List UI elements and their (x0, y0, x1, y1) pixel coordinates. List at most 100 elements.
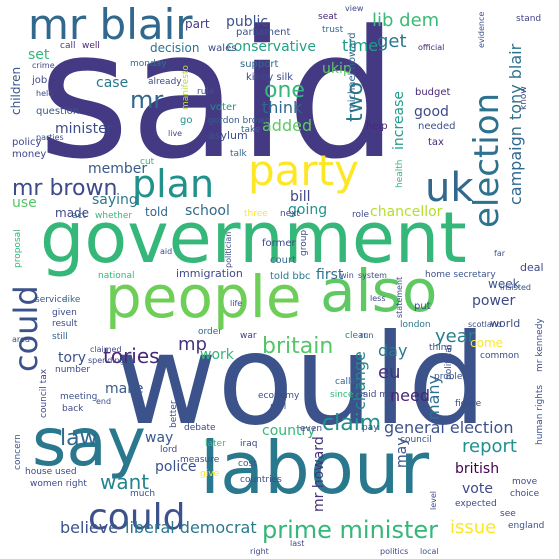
word-whether: whether (95, 211, 133, 221)
word-going: going (288, 202, 328, 218)
word-three: three (244, 209, 268, 219)
word-call: call (60, 41, 76, 51)
word-said-mr: said mr (358, 390, 392, 400)
word-given: given (52, 308, 77, 318)
word-world: world (490, 317, 521, 330)
word-later: later (205, 439, 226, 449)
word-system: system (358, 271, 387, 280)
word-tax: tax (428, 137, 444, 148)
word-labour: labour (200, 426, 430, 510)
word-people: people (105, 263, 302, 331)
word-political: political (444, 344, 454, 380)
word-live: live (168, 129, 183, 138)
word-number: number (55, 365, 91, 375)
word-crime: crime (32, 61, 55, 70)
word-liberal-democrat: liberal democrat (125, 518, 257, 537)
word-made: made (55, 206, 90, 220)
word-already: already (148, 77, 182, 87)
word-life: life (230, 299, 243, 308)
word-order: order (198, 327, 222, 337)
word-told-bbc: told bbc (270, 271, 311, 282)
word-saying: saying (92, 192, 138, 208)
word-problem: problem (434, 372, 472, 382)
word-first: first (316, 267, 344, 283)
word-make: make (105, 381, 144, 397)
word-group: group (299, 229, 309, 256)
word-mr: mr (130, 86, 164, 114)
word-insisted: insisted (500, 283, 531, 292)
word-monday: monday (130, 59, 167, 69)
word-issue: issue (450, 517, 497, 538)
word-level: level (429, 490, 438, 510)
word-michael-howard: michael howard (347, 32, 358, 112)
word-pay: pay (362, 423, 379, 433)
word-know: know (519, 86, 529, 110)
word-put: put (414, 301, 431, 312)
word-house: house (25, 467, 53, 477)
word-since: since (330, 390, 354, 400)
word-former: former (262, 238, 296, 249)
word-evidence: evidence (477, 11, 486, 48)
word-last: last (290, 539, 305, 548)
word-england: england (508, 521, 545, 531)
word-need: need (390, 386, 430, 405)
word-thing: thing (429, 343, 453, 353)
word-concern: concern (13, 434, 23, 470)
word-less: less (370, 294, 386, 303)
word-children: children (9, 66, 23, 115)
word-back: back (62, 404, 84, 414)
word-mr-kennedy: mr kennedy (535, 318, 545, 372)
word-parties: parties (36, 133, 64, 142)
word-meeting: meeting (60, 392, 98, 402)
word-take: take (241, 125, 261, 135)
word-plan: plan (132, 162, 215, 206)
word-iraq: iraq (240, 439, 258, 449)
word-needed: needed (418, 121, 456, 132)
word-eu: eu (378, 362, 401, 383)
word-public: public (226, 14, 269, 30)
word-money: money (12, 149, 47, 160)
word-figure: figure (455, 399, 482, 409)
word-want: want (100, 470, 150, 494)
word-prime-minister: prime minister (262, 516, 439, 544)
word-deal: deal (520, 261, 544, 274)
word-one: one (264, 78, 305, 103)
word-get: get (377, 31, 407, 52)
word-chancellor: chancellor (370, 204, 443, 220)
word-general-election: general election (384, 418, 514, 437)
word-even: even (300, 424, 323, 434)
word-wales: wales (208, 43, 237, 54)
word-power: power (472, 293, 516, 309)
word-immigration: immigration (176, 267, 243, 280)
word-official: official (418, 43, 445, 52)
word-better: better (169, 400, 179, 428)
word-lib-dem: lib dem (372, 10, 440, 31)
word-trust: trust (322, 25, 344, 35)
word-called: called (335, 377, 362, 387)
word-budget: budget (415, 87, 451, 98)
word-like: like (65, 295, 81, 305)
word-end: end (96, 397, 112, 406)
word-expected: expected (455, 499, 497, 509)
word-say: say (32, 404, 146, 481)
word-manifesto: manifesto (181, 65, 191, 110)
word-job: job (32, 75, 48, 86)
word-britain: britain (262, 334, 334, 359)
word-asylum: asylum (208, 129, 248, 142)
word-mr-blair: mr blair (28, 0, 193, 49)
word-area: area (12, 335, 30, 344)
word-work: work (200, 347, 234, 363)
word-british: british (455, 461, 500, 477)
word-election: election (467, 92, 507, 228)
word-country: country (262, 423, 316, 439)
word-common: common (480, 351, 520, 361)
word-stand: stand (516, 14, 542, 24)
word-time: time (342, 36, 379, 55)
word-clear: clear (345, 331, 368, 341)
word-case: case (96, 75, 129, 91)
word-rule: rule (197, 87, 215, 97)
word-told: told (145, 205, 168, 219)
word-ukip: ukip (322, 61, 352, 77)
word-mp: mp (178, 334, 207, 355)
word-far: far (494, 249, 506, 258)
